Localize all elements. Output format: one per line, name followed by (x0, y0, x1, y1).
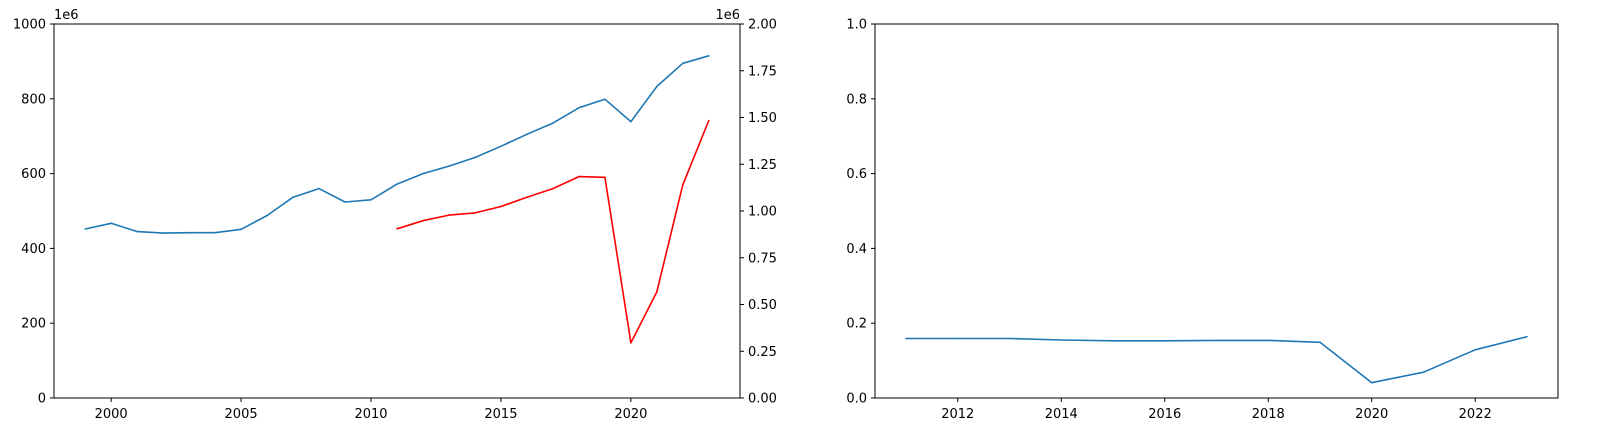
left-x-tick-label: 2010 (354, 407, 387, 422)
left-series-0-point (84, 228, 86, 230)
right-plot-frame (874, 23, 1559, 399)
left-y2-tick-label: 1.00 (748, 205, 777, 220)
right-series-0-point (1370, 381, 1373, 384)
left-series-1-point (656, 291, 658, 293)
right-chart-axes: 2012 2014 2016 2018 2020 2022 0.0 0.2 0.4 0.6 0.8 1… (846, 18, 1491, 423)
left-series-0-point (136, 230, 138, 233)
right-x-tick-label: 2018 (1252, 407, 1285, 422)
left-series-0-point (240, 228, 242, 231)
left-series-0-point (188, 231, 190, 234)
right-series-0-point (1112, 340, 1114, 342)
right-x-tick-label: 2022 (1459, 407, 1492, 422)
right-y-tick-label: 0.2 (846, 317, 867, 332)
left-y2-tick-label: 0.00 (748, 392, 777, 407)
left-series-0-point (370, 199, 372, 201)
left-y2-tick-label: 0.25 (748, 345, 777, 360)
left-series-1-point (578, 175, 580, 178)
left-series-1-point (630, 342, 632, 344)
left-series-0-point (266, 214, 268, 217)
left-chart-axes: 2000 2005 2010 2015 2020 0 200 400 600 800 1000 0.0… (13, 18, 777, 423)
left-series-1-point (474, 212, 476, 214)
left-y-tick-label: 200 (21, 317, 46, 332)
left-series-1-point (708, 119, 710, 122)
right-x-tick-label: 2016 (1148, 407, 1181, 422)
left-series-0-point (344, 201, 346, 203)
right-series-0-point (1164, 340, 1166, 342)
right-y-axis-offset-label: 1e6 (715, 8, 740, 23)
left-series-1-point (682, 184, 684, 186)
right-series-0-point (1422, 371, 1425, 374)
right-series-0-point (1008, 337, 1011, 340)
left-series-0-point (708, 55, 710, 57)
left-series-0-point (604, 98, 606, 100)
right-y-tick-label: 0.0 (846, 392, 867, 407)
left-y2-tick-label: 1.25 (748, 158, 777, 173)
left-series-0-point (162, 232, 164, 234)
left-series-1-point (500, 205, 502, 208)
left-series-0-point (630, 120, 632, 123)
left-series-0-point (110, 222, 112, 225)
left-y-tick-label: 600 (21, 167, 46, 182)
left-series-0-point (682, 62, 684, 65)
right-y-tick-label: 0.6 (846, 167, 867, 182)
right-y-tick-label: 1.0 (846, 18, 867, 33)
left-series-1-point (552, 187, 554, 190)
left-series-1-point (526, 196, 528, 199)
right-x-tick-label: 2014 (1045, 407, 1078, 422)
left-y-tick-label: 800 (21, 92, 46, 107)
right-series-0-point (905, 337, 907, 340)
left-series-0-point (448, 165, 450, 167)
right-series-0-point (1319, 341, 1321, 344)
right-series-0-point (1474, 349, 1476, 351)
right-series-0-point (1267, 339, 1269, 342)
left-y-tick-label: 1000 (13, 18, 46, 33)
left-series-0-point (526, 133, 528, 136)
right-chart: 2012 2014 2016 2018 2020 2022 0.0 0.2 0.4 0.6 0.8 1… (846, 18, 1559, 423)
left-series-1-point (422, 219, 424, 222)
left-x-tick-label: 2000 (95, 407, 128, 422)
left-series-0-point (422, 172, 424, 175)
right-series-0-point (957, 337, 959, 340)
right-series-0-point (1526, 335, 1528, 338)
left-y2-tick-label: 2.00 (748, 18, 777, 33)
left-series-0-point (474, 156, 476, 159)
left-series-1-point (448, 214, 450, 216)
left-series-0-point (292, 196, 294, 198)
left-series-0-point (318, 187, 320, 190)
right-y-tick-label: 0.8 (846, 92, 867, 107)
left-series-0-point (214, 231, 216, 234)
right-series-0-point (1215, 339, 1218, 342)
left-y-tick-label: 400 (21, 242, 46, 257)
left-y2-tick-label: 0.50 (748, 298, 777, 313)
right-series-0-point (1060, 339, 1063, 341)
left-chart: 2000 2005 2010 2015 2020 0 200 400 600 800 1000 0.0… (13, 8, 777, 422)
left-x-tick-label: 2015 (484, 407, 517, 422)
left-series-1-point (604, 176, 606, 179)
left-y-axis-offset-label: 1e6 (54, 8, 79, 23)
left-x-tick-label: 2020 (614, 407, 647, 422)
left-series-0-point (578, 107, 580, 109)
left-chart-marks (84, 55, 710, 344)
right-y-tick-label: 0.4 (846, 242, 867, 257)
left-series-0-point (500, 145, 502, 148)
left-y2-tick-label: 1.75 (748, 64, 777, 79)
left-y2-tick-label: 1.50 (748, 111, 777, 126)
left-series-0-point (396, 183, 398, 185)
left-series-0-point (656, 85, 658, 88)
left-series-1-point (396, 228, 398, 230)
right-x-tick-label: 2020 (1355, 407, 1388, 422)
left-y2-tick-label: 0.75 (748, 251, 777, 266)
left-y-tick-label: 0 (38, 392, 46, 407)
left-x-tick-label: 2005 (225, 407, 258, 422)
right-chart-marks (905, 335, 1528, 384)
right-x-tick-label: 2012 (941, 407, 974, 422)
left-series-0-point (552, 122, 554, 124)
